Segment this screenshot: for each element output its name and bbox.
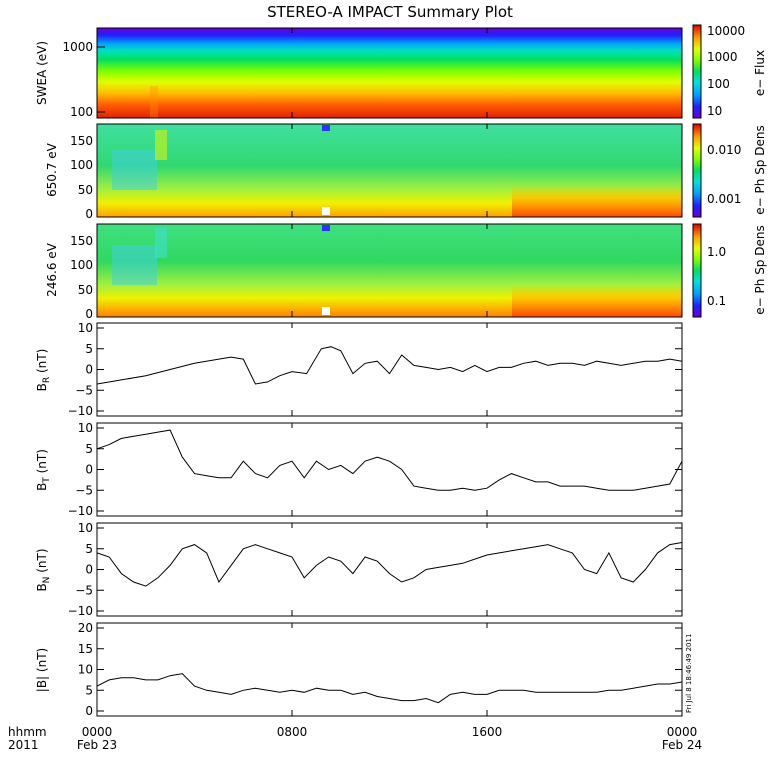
pad246-ytick-label: 150 (70, 234, 93, 248)
pad650-cbar-label: e− Ph Sp Dens (753, 125, 767, 214)
pad246-cbar-tick: 1.0 (707, 245, 726, 259)
pad246-frame (96, 223, 683, 318)
pad650-frame (96, 123, 683, 218)
bt-ytick-label: 0 (85, 463, 93, 477)
pad650-gap (322, 207, 330, 215)
pad246-cbar-label: e− Ph Sp Dens (753, 225, 767, 314)
bmag-ytick-label: 15 (78, 642, 93, 656)
swea-ytick-label: 1000 (62, 40, 93, 54)
br-ylabel: BR (nT) (35, 349, 52, 392)
pad650-late-enhancement (512, 185, 682, 217)
swea-cbar-tick: 10000 (707, 24, 745, 38)
time-tick-label: 1600 (472, 725, 503, 739)
pad650-ytick-label: 50 (78, 183, 93, 197)
br-ytick-label: −10 (68, 404, 93, 418)
bmag-panel: |B| (nT) Fri Jul 8 18:46:49 2011 (35, 622, 693, 717)
bt-ytick-label: 10 (78, 421, 93, 435)
bn-ytick-label: 10 (78, 521, 93, 535)
swea-cbar-tick: 10 (707, 104, 722, 118)
bn-ytick-label: 5 (85, 542, 93, 556)
br-series-line (96, 346, 683, 385)
pad650-colorbar (692, 123, 702, 218)
bt-frame (96, 422, 683, 517)
time-axis-unit-label: hhmm (8, 725, 47, 739)
pad650-patch (155, 130, 167, 160)
swea-dip-stripe (150, 86, 158, 118)
bt-ytick-label: 5 (85, 442, 93, 456)
time-tick-label: 0000 (82, 725, 113, 739)
date-label: Feb 24 (662, 738, 702, 752)
swea-frame (96, 27, 683, 119)
bmag-series-line (96, 673, 683, 704)
pad650-patch (112, 150, 157, 190)
swea-spectrogram (97, 28, 682, 118)
line-layer (96, 346, 683, 704)
swea-cbar-tick: 1000 (707, 50, 738, 64)
timestamp-label: Fri Jul 8 18:46:49 2011 (685, 634, 693, 713)
bmag-ytick-label: 5 (85, 683, 93, 697)
bt-series-line (96, 429, 683, 491)
pad246-ytick-label: 100 (70, 258, 93, 272)
pad246-colorbar (692, 223, 702, 318)
swea-ytick-label: 100 (70, 105, 93, 119)
pad246-gap (322, 225, 330, 231)
swea-ylabel: SWEA (eV) (35, 41, 49, 105)
bmag-ylabel: |B| (nT) (35, 648, 49, 692)
pad650-ylabel: 650.7 eV (45, 142, 59, 197)
bn-ytick-label: −5 (75, 583, 93, 597)
date-label: Feb 23 (77, 738, 117, 752)
pad246-gap (322, 307, 330, 315)
swea-cbar-tick: 100 (707, 77, 730, 91)
pad246-patch (155, 228, 167, 258)
swea-colorbar (692, 24, 702, 119)
bmag-ytick-label: 10 (78, 663, 93, 677)
bt-ytick-label: −5 (75, 483, 93, 497)
br-ytick-label: 0 (85, 363, 93, 377)
pad650-ytick-label: 150 (70, 134, 93, 148)
time-tick-label: 0000 (667, 725, 698, 739)
bn-series-line (96, 542, 683, 587)
bn-ytick-label: −10 (68, 604, 93, 618)
pad650-cbar-tick: 0.001 (707, 192, 741, 206)
br-ytick-label: 5 (85, 342, 93, 356)
pad246-patch (112, 245, 157, 285)
bt-ytick-label: −10 (68, 504, 93, 518)
pad246-ytick-label: 0 (85, 307, 93, 321)
pad650-gap (322, 125, 330, 131)
bmag-frame (96, 622, 683, 717)
bn-ytick-label: 0 (85, 563, 93, 577)
pad650-ytick-label: 0 (85, 207, 93, 221)
pad650-panel: 0 50 100 150 650.7 eV 0.010 0.001 e− Ph … (45, 123, 767, 221)
pad650-ytick-label: 100 (70, 158, 93, 172)
bn-ylabel: BN (nT) (35, 548, 52, 591)
pad246-late-enhancement (512, 285, 682, 317)
br-ytick-label: −5 (75, 383, 93, 397)
bn-frame (96, 522, 683, 617)
pad650-cbar-tick: 0.010 (707, 143, 741, 157)
plot-title: STEREO-A IMPACT Summary Plot (267, 3, 513, 21)
bmag-ytick-label: 0 (85, 704, 93, 718)
swea-panel: 1000 100 SWEA (eV) 10000 1000 100 10 e− … (35, 24, 767, 119)
br-ytick-label: 10 (78, 321, 93, 335)
br-frame (96, 322, 683, 417)
time-tick-label: 0800 (277, 725, 308, 739)
pad246-panel: 0 50 100 150 246.6 eV 1.0 0.1 e− Ph Sp D… (45, 223, 767, 321)
bmag-ytick-label: 20 (78, 621, 93, 635)
bt-ylabel: BT (nT) (35, 449, 52, 491)
pad246-ylabel: 246.6 eV (45, 242, 59, 297)
year-label: 2011 (8, 738, 39, 752)
swea-cbar-label: e− Flux (753, 50, 767, 96)
pad246-ytick-label: 50 (78, 283, 93, 297)
pad246-cbar-tick: 0.1 (707, 294, 726, 308)
